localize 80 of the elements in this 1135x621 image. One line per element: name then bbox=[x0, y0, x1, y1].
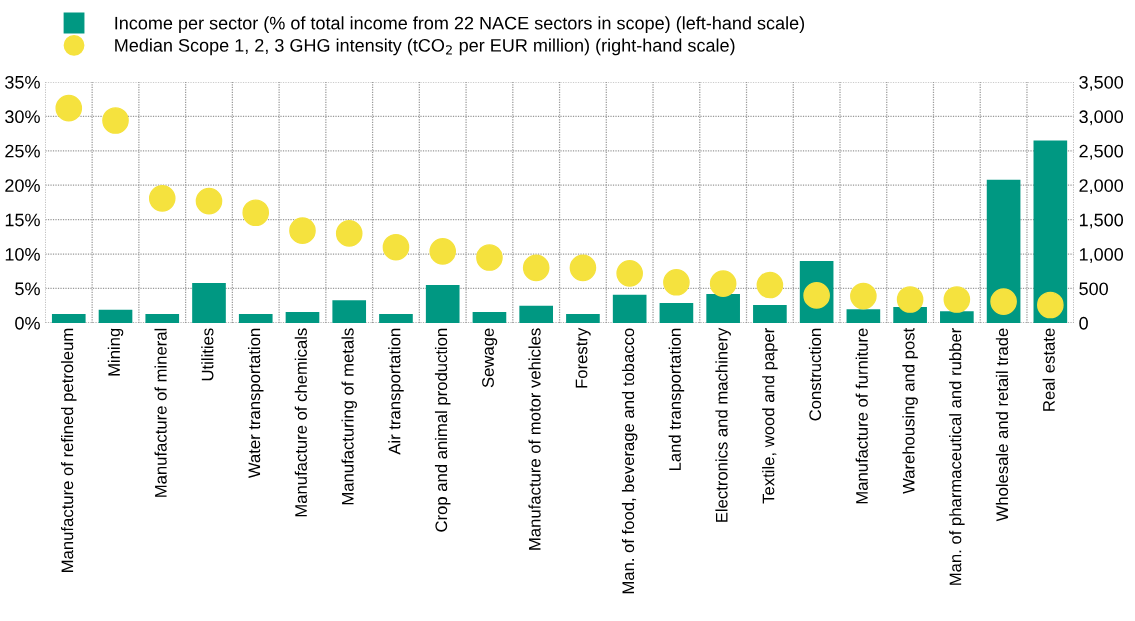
x-tick-label: Wholesale and retail trade bbox=[995, 328, 1009, 522]
bar bbox=[51, 313, 86, 323]
x-tick-label: Air transportation bbox=[388, 328, 404, 455]
x-tick-label: Forestry bbox=[575, 327, 591, 388]
x-tick-label: Man. of food, beverage and tobacco bbox=[621, 328, 638, 594]
x-tick-label: Manufacturing of metals bbox=[341, 328, 357, 505]
x-tick-label: Water transportation bbox=[247, 328, 264, 479]
y-tick-label: 25% bbox=[5, 144, 40, 158]
bar bbox=[846, 309, 881, 323]
y2-tick-label: 2,000 bbox=[1079, 179, 1124, 195]
y2-tick-label: 500 bbox=[1079, 282, 1108, 296]
x-tick-label: Mining bbox=[107, 328, 124, 376]
point bbox=[616, 260, 643, 287]
x-tick-label: Manufacture of furniture bbox=[855, 328, 868, 504]
point bbox=[148, 185, 176, 212]
bar bbox=[659, 302, 694, 323]
x-tick-label: Utilities bbox=[201, 328, 214, 381]
bar bbox=[238, 313, 273, 323]
x-tick-label: Manufacture of mineral bbox=[154, 328, 167, 497]
point bbox=[55, 94, 83, 122]
bar bbox=[145, 313, 180, 323]
x-tick-label: Man. of pharmaceutical and rubber bbox=[949, 328, 965, 585]
x-tick-label: Construction bbox=[808, 328, 822, 421]
bar bbox=[519, 305, 554, 323]
legend-label: Income per sector (% of total income from 22 NACE sectors in scope) (left-hand scale) bbox=[115, 16, 805, 34]
point bbox=[429, 238, 457, 265]
point bbox=[663, 268, 690, 296]
point bbox=[709, 270, 737, 297]
legend-label: Median Scope 1, 2, 3 GHG intensity (tCO$_{2}$ per EUR million) (right-hand scale) bbox=[115, 38, 735, 56]
point bbox=[335, 220, 363, 247]
point bbox=[943, 286, 971, 313]
point bbox=[289, 217, 316, 244]
x-tick-label: Land transportation bbox=[668, 328, 685, 471]
y2-tick-label: 1,000 bbox=[1079, 248, 1124, 263]
y-tick-label: 20% bbox=[5, 179, 40, 192]
y-tick-label: 10% bbox=[5, 248, 40, 261]
point bbox=[1037, 291, 1064, 319]
point bbox=[476, 244, 503, 271]
y-tick-label: 15% bbox=[5, 213, 40, 227]
y-tick-label: 0% bbox=[15, 316, 40, 330]
point bbox=[242, 199, 270, 227]
bar bbox=[612, 294, 647, 323]
point bbox=[850, 282, 877, 310]
bar bbox=[706, 294, 740, 323]
x-tick-label: Sewage bbox=[482, 328, 498, 388]
x-tick-label: Crop and animal production bbox=[434, 328, 451, 532]
bar bbox=[98, 309, 133, 323]
y-tick-label: 5% bbox=[15, 282, 40, 296]
x-tick-label: Textile, wood and paper bbox=[762, 328, 778, 504]
bar bbox=[566, 313, 600, 323]
point bbox=[990, 288, 1017, 315]
x-tick-label: Warehousing and post bbox=[902, 327, 918, 494]
point bbox=[756, 271, 784, 299]
x-tick-label: Real estate bbox=[1042, 328, 1055, 411]
y-tick-label: 30% bbox=[5, 110, 40, 124]
bar bbox=[753, 305, 787, 323]
x-tick-label: Manufacture of motor vehicles bbox=[528, 328, 541, 550]
bar bbox=[1033, 140, 1068, 323]
x-tick-label: Electronics and machinery bbox=[715, 327, 731, 522]
point bbox=[102, 107, 129, 134]
point bbox=[382, 233, 410, 261]
bar bbox=[285, 311, 320, 323]
y2-tick-label: 3,000 bbox=[1079, 110, 1124, 126]
y-tick-label: 35% bbox=[5, 75, 40, 89]
point bbox=[896, 286, 924, 313]
y2-tick-label: 3,500 bbox=[1079, 75, 1124, 91]
bar bbox=[425, 285, 460, 323]
point bbox=[195, 187, 223, 215]
bar bbox=[379, 313, 413, 323]
bar bbox=[332, 300, 367, 323]
x-tick-label: Manufacture of chemicals bbox=[294, 328, 307, 517]
y2-tick-label: 1,500 bbox=[1079, 213, 1124, 229]
y2-tick-label: 0 bbox=[1079, 316, 1088, 330]
bar bbox=[940, 311, 974, 323]
point bbox=[569, 254, 597, 282]
bar bbox=[472, 311, 507, 323]
bar bbox=[192, 282, 226, 323]
x-tick-label: Manufacture of refined petroleum bbox=[61, 328, 77, 572]
y2-tick-label: 2,500 bbox=[1079, 144, 1124, 160]
point bbox=[522, 254, 550, 282]
